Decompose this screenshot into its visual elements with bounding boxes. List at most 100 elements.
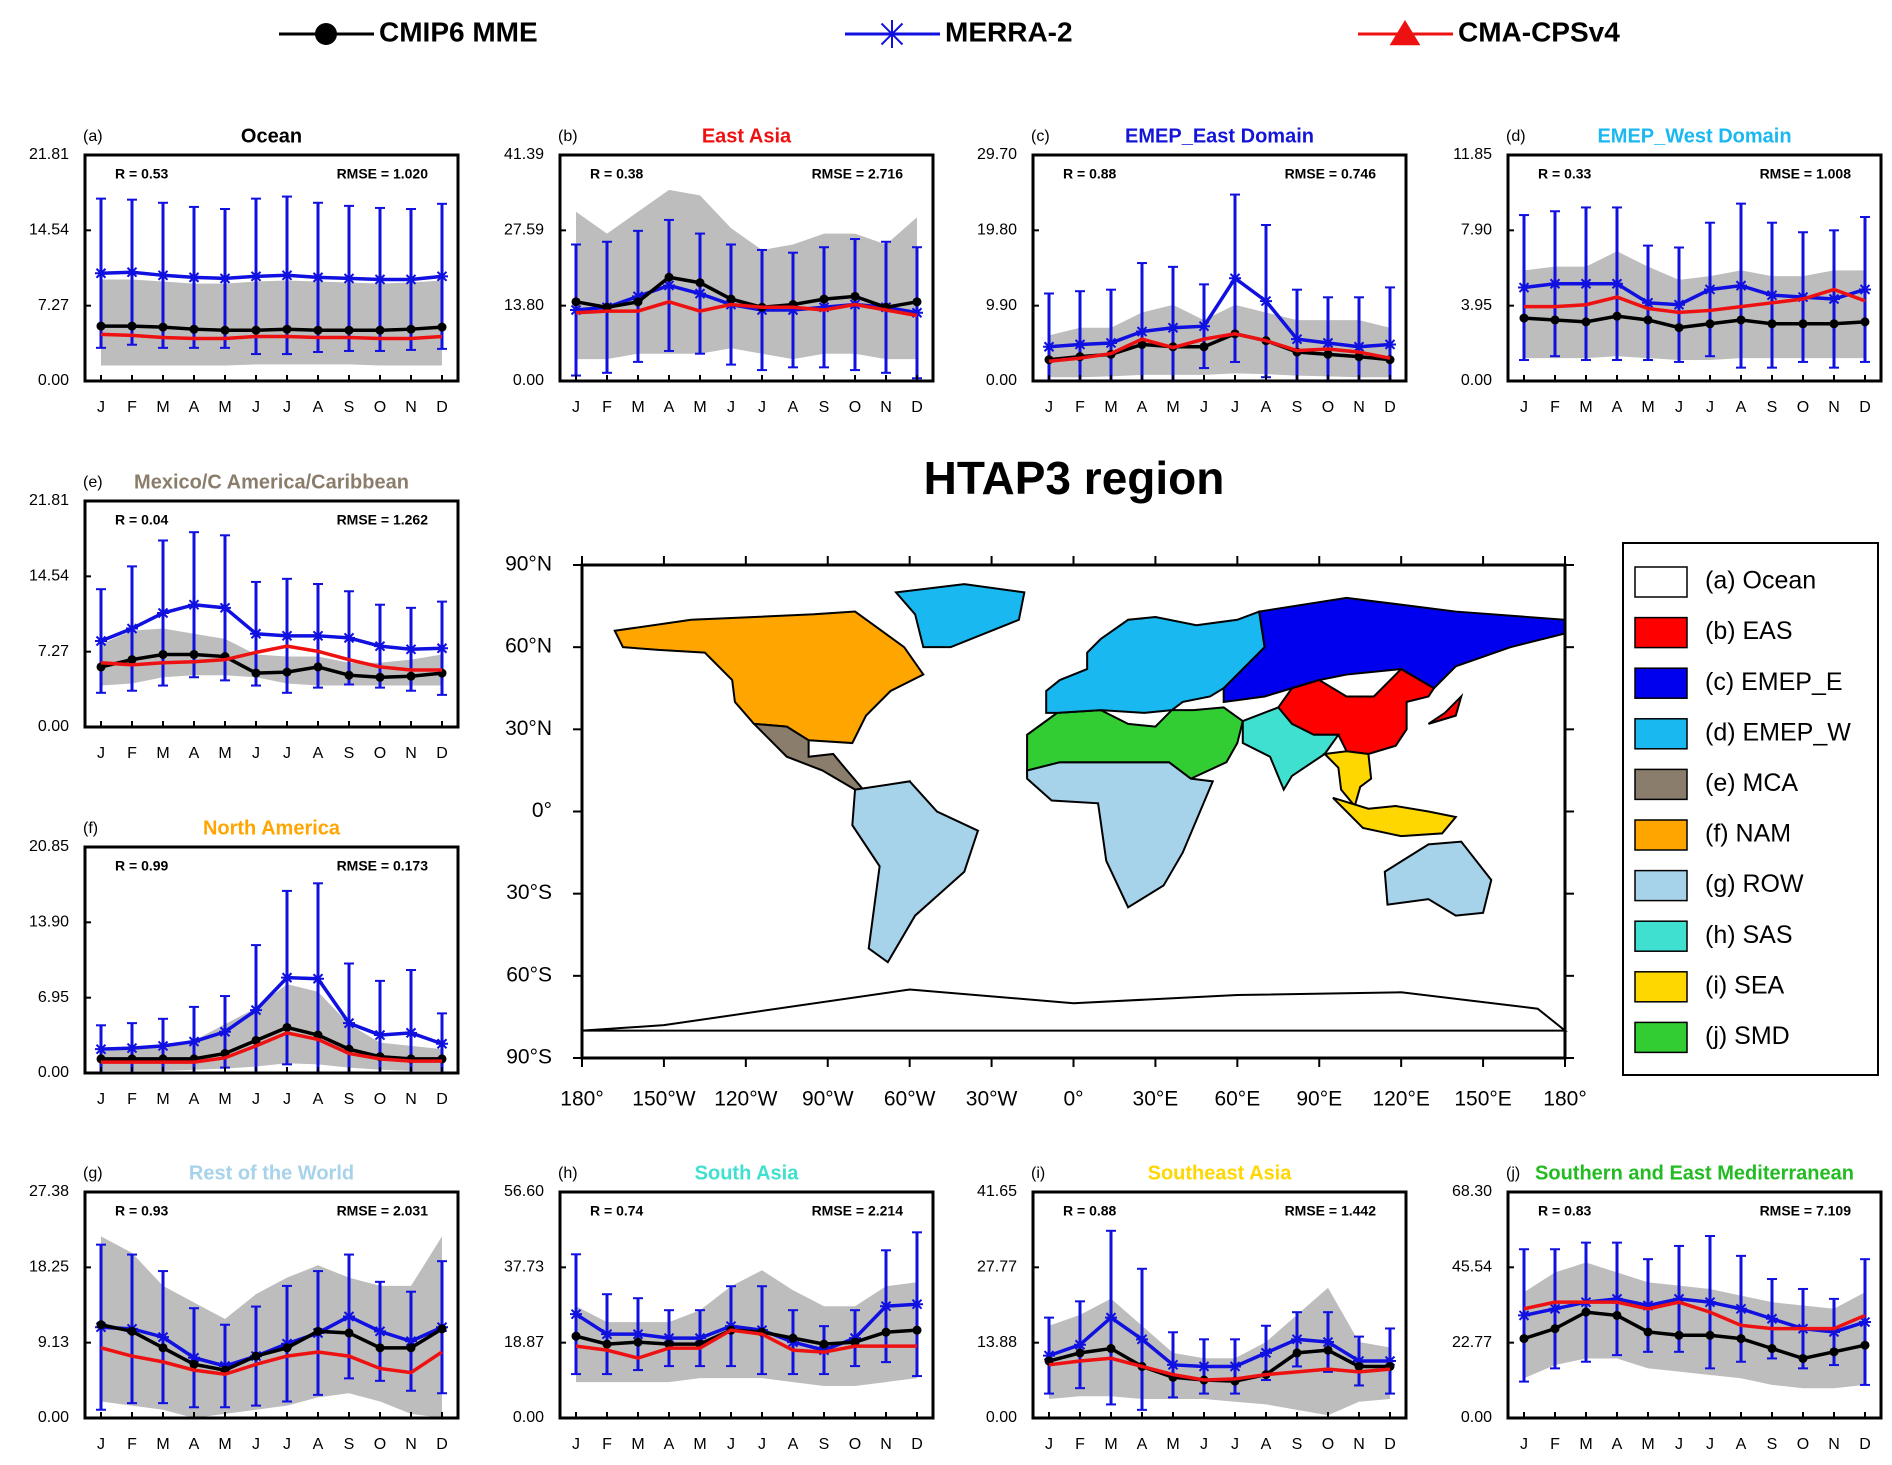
x-tick-label: D	[911, 1436, 923, 1453]
region-label: (j) SMD	[1705, 1022, 1790, 1050]
x-tick-label: J	[283, 1091, 291, 1108]
legend-label: MERRA-2	[945, 16, 1073, 47]
series-line	[101, 324, 443, 332]
y-tick-label: 13.88	[977, 1334, 1017, 1351]
x-tick-label: S	[819, 1436, 830, 1453]
panel-label: (j)	[1506, 1165, 1520, 1182]
region-label: (e) MCA	[1705, 769, 1798, 797]
marker	[1291, 333, 1303, 346]
marker	[405, 273, 417, 286]
x-tick-label: N	[405, 745, 417, 762]
marker	[437, 1324, 447, 1334]
y-tick-label: 0.00	[986, 1409, 1017, 1426]
map-region	[1222, 596, 1566, 704]
marker	[282, 324, 292, 334]
map-region	[894, 583, 1026, 649]
plot-frame	[83, 499, 460, 729]
lon-label: 60°W	[884, 1088, 936, 1111]
x-tick-label: J	[283, 399, 291, 416]
y-tick-label: 45.54	[1452, 1259, 1492, 1276]
spread-band	[1524, 1262, 1865, 1389]
legend-label: CMIP6 MME	[379, 16, 538, 47]
plot-frame	[83, 153, 460, 383]
marker	[250, 270, 262, 283]
series-line	[100, 1323, 443, 1372]
x-tick-label: A	[1261, 1436, 1272, 1453]
marker	[1674, 323, 1684, 333]
panel-label: (d)	[1506, 128, 1526, 145]
x-tick-label: A	[189, 399, 200, 416]
marker	[188, 1351, 200, 1364]
marker	[1581, 317, 1591, 327]
x-tick-label: S	[819, 399, 830, 416]
y-tick-label: 21.81	[29, 146, 69, 163]
marker	[1612, 311, 1622, 321]
map-region	[1383, 840, 1493, 917]
marker	[313, 662, 323, 672]
marker	[95, 267, 107, 280]
map-region	[1332, 796, 1458, 838]
lon-label: 180°	[1543, 1088, 1586, 1111]
x-tick-label: A	[1736, 399, 1747, 416]
series-line	[100, 1314, 443, 1368]
marker	[436, 642, 448, 655]
x-tick-label: S	[344, 745, 355, 762]
region-label: (f) NAM	[1705, 820, 1791, 848]
x-tick-label: J	[758, 399, 766, 416]
marker	[787, 304, 799, 317]
marker	[1519, 313, 1529, 323]
marker	[189, 1359, 199, 1369]
x-tick-label: D	[436, 399, 448, 416]
marker	[219, 272, 231, 285]
marker	[1674, 1330, 1684, 1340]
marker	[1074, 338, 1086, 351]
marker	[375, 672, 385, 682]
marker	[1766, 1312, 1778, 1325]
map-region	[1026, 761, 1215, 909]
marker	[1105, 336, 1117, 349]
series-line	[100, 270, 443, 282]
marker	[1198, 1360, 1210, 1373]
series-line	[575, 1328, 917, 1360]
marker	[601, 1328, 613, 1341]
marker	[1323, 1345, 1333, 1355]
y-tick-label: 21.81	[29, 492, 69, 509]
marker	[282, 1343, 292, 1353]
x-tick-label: M	[1641, 399, 1654, 416]
series-line	[100, 332, 443, 341]
marker	[819, 1339, 829, 1349]
marker	[1735, 1302, 1747, 1315]
marker	[1643, 315, 1653, 325]
x-tick-label: F	[1550, 1436, 1560, 1453]
marker	[405, 1335, 417, 1348]
rmse-value: RMSE = 1.262	[337, 512, 429, 528]
x-tick-label: J	[572, 1436, 580, 1453]
region-swatch	[1634, 667, 1688, 699]
x-tick-label: A	[189, 1091, 200, 1108]
lat-label: 90°S	[506, 1046, 552, 1069]
lat-label: 30°N	[505, 717, 552, 740]
y-tick-label: 0.00	[38, 1409, 69, 1426]
r-value: R = 0.88	[1063, 1203, 1117, 1219]
x-tick-label: S	[1767, 399, 1778, 416]
map-region	[613, 610, 925, 745]
plot-frame	[1506, 1190, 1883, 1420]
marker	[313, 1326, 323, 1336]
marker	[312, 271, 324, 284]
series-line	[1524, 287, 1866, 315]
marker	[251, 1035, 261, 1045]
y-tick-label: 22.77	[1452, 1334, 1492, 1351]
marker	[1581, 1307, 1591, 1317]
marker	[1260, 295, 1272, 308]
panel-label: (a)	[83, 128, 103, 145]
x-tick-label: A	[788, 399, 799, 416]
marker	[663, 279, 675, 292]
spread-band	[576, 189, 917, 360]
marker	[1229, 272, 1241, 285]
region-label: (b) EAS	[1705, 617, 1793, 645]
marker	[1043, 340, 1055, 353]
x-tick-label: F	[1550, 399, 1560, 416]
y-tick-label: 0.00	[513, 1409, 544, 1426]
x-tick-label: J	[97, 399, 105, 416]
y-tick-label: 18.25	[29, 1259, 69, 1276]
